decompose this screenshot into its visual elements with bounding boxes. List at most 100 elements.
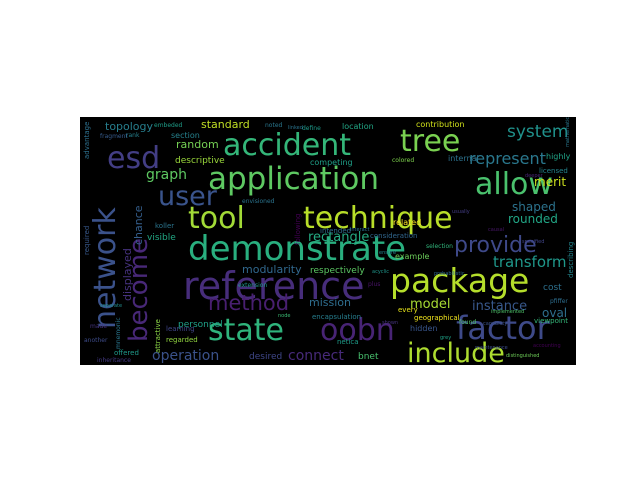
word-maintenance: maintenance	[475, 345, 508, 351]
word-visible: visible	[147, 233, 176, 243]
word-bnet: bnet	[358, 352, 379, 362]
word-plus: plus	[368, 281, 380, 288]
word-selection: selection	[426, 243, 453, 250]
word-provide: provide	[454, 233, 537, 258]
word-graph: graph	[146, 167, 187, 183]
word-demonstrate: demonstrate	[188, 229, 406, 269]
word-found: found	[459, 319, 476, 326]
word-connect: connect	[288, 348, 344, 364]
word-reference: reference	[183, 264, 364, 308]
word-factor: factor	[456, 309, 551, 347]
word-tree: tree	[400, 124, 460, 159]
word-competing: competing	[310, 158, 353, 167]
word-topology: topology	[105, 120, 154, 133]
word-example: example	[395, 252, 430, 261]
word-learning: learning	[166, 325, 195, 333]
word-fragment: fragment	[100, 133, 128, 140]
word-koller: koller	[155, 222, 174, 230]
word-modularity: modularity	[242, 263, 302, 276]
word-mission: mission	[309, 296, 351, 309]
word-required: required	[83, 226, 91, 255]
word-random: random	[176, 138, 219, 151]
word-merit: merit	[534, 175, 566, 189]
word-noted: noted	[265, 122, 283, 129]
word-acyclic: acyclic	[372, 269, 389, 275]
word-allow: allow	[475, 167, 553, 202]
word-descriptive: descriptive	[175, 156, 225, 166]
word-system: system	[507, 122, 568, 142]
word-envisioned: envisioned	[242, 198, 275, 205]
word-attractive: attractive	[154, 319, 162, 353]
word-user: user	[158, 181, 218, 212]
word-related: related	[393, 218, 421, 227]
word-colored: colored	[392, 157, 414, 164]
word-package: package	[390, 261, 529, 300]
word-interact: interact	[350, 227, 369, 233]
word-network: network	[88, 207, 123, 329]
word-linked: linked	[288, 125, 303, 131]
word-every: every	[398, 306, 418, 314]
word-usually: usually	[452, 209, 470, 215]
word-personnel: personnel	[178, 320, 223, 330]
word-intended: intended	[320, 227, 351, 235]
word-highly: highly	[546, 152, 571, 161]
word-distinguished: distinguished	[506, 353, 539, 359]
word-become: become	[124, 238, 154, 342]
word-causal: causal	[488, 227, 504, 233]
word-accident: accident	[223, 128, 351, 163]
word-desired: desired	[249, 352, 282, 362]
word-state: state	[208, 313, 284, 348]
word-geographical: geographical	[414, 314, 460, 322]
word-rank: rank	[126, 132, 140, 139]
word-define: define	[302, 125, 321, 132]
word-operation: operation	[152, 348, 219, 364]
word-describing: describing	[567, 242, 575, 278]
word-probabilistic: probabilistic	[434, 271, 465, 277]
word-contribution: contribution	[416, 120, 464, 129]
word-location: location	[342, 122, 374, 131]
word-viewpoint: viewpoint	[534, 317, 568, 325]
word-esd: esd	[107, 141, 160, 176]
word-include: include	[407, 338, 505, 365]
word-transform: transform	[493, 253, 567, 271]
word-consideration: consideration	[370, 232, 418, 240]
word-displayed: displayed	[121, 248, 134, 301]
word-accounting: accounting	[533, 343, 561, 349]
word-encapsulation: encapsulation	[312, 313, 361, 321]
word-inheritance: inheritance	[97, 357, 131, 364]
word-node: node	[278, 313, 290, 319]
word-cost: cost	[543, 283, 562, 293]
word-embeded: embeded	[154, 122, 183, 129]
word-deeper: deeper	[525, 173, 544, 179]
word-cloud-canvas: reference application package demonstrat…	[83, 117, 575, 365]
word-rectangle: rectangle	[308, 230, 369, 245]
word-specified: specified	[522, 239, 544, 245]
word-mnemonic: mnemonic	[115, 317, 122, 349]
word-following: following	[294, 214, 302, 245]
word-capability: capability	[483, 321, 507, 327]
word-oobn: oobn	[320, 313, 395, 348]
word-netica: netica	[337, 338, 359, 346]
word-shown: shown	[382, 320, 398, 326]
word-grey: grey	[440, 335, 451, 341]
word-offered: offered	[114, 349, 139, 357]
word-represent: represent	[469, 149, 546, 168]
word-internal: internal	[448, 154, 479, 163]
word-regarded: regarded	[166, 336, 198, 344]
word-hidden: hidden	[410, 324, 437, 333]
word-advantage: advantage	[83, 122, 91, 159]
word-tool: tool	[188, 201, 245, 236]
word-section: section	[171, 131, 200, 140]
word-standard: standard	[201, 118, 250, 131]
word-made: made	[90, 323, 107, 330]
word-model: model	[410, 297, 450, 312]
word-chance: chance	[132, 205, 145, 245]
word-extension: extension	[238, 282, 267, 289]
word-another: another	[84, 337, 108, 344]
word-oval: oval	[542, 306, 567, 320]
word-application: application	[208, 161, 379, 197]
word-technique: technique	[303, 201, 453, 236]
word-shaped: shaped	[512, 200, 556, 214]
word-instance: instance	[472, 299, 527, 314]
